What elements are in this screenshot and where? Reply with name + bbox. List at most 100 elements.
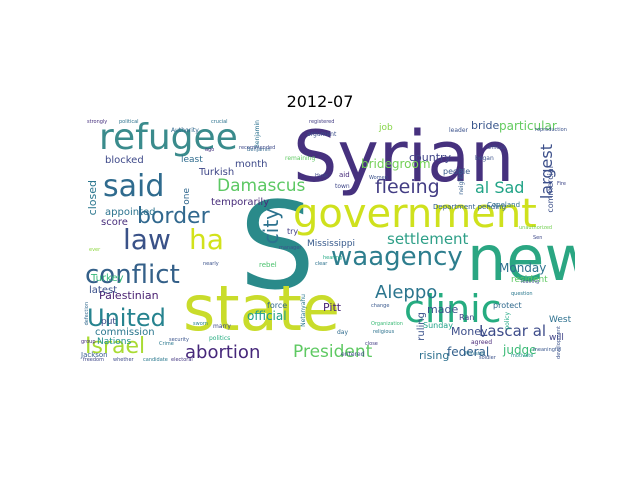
word-women: Women (369, 175, 388, 181)
word-politics: politics (209, 335, 231, 342)
word-country: country (409, 151, 452, 164)
word-leader: leader (449, 127, 469, 134)
word-one: one (182, 188, 192, 205)
word-bride: bride (471, 119, 500, 132)
word-waagency: waagency (331, 242, 463, 272)
word-freedom: freedom (83, 357, 104, 363)
word-al-sad: al Sad (475, 178, 525, 197)
word-candidate: candidate (143, 357, 168, 363)
word-appointed: appointed (105, 207, 156, 218)
word-damascus: Damascus (217, 176, 306, 196)
word-ha: ha (189, 223, 224, 256)
word-west: West (549, 315, 572, 325)
word-people: people (443, 167, 471, 176)
word-protect: protect (493, 301, 522, 310)
word-judge: judge (503, 343, 537, 357)
word-minister: Minister (465, 351, 485, 357)
word-monday: Monday (499, 261, 547, 275)
word-s: S (239, 178, 316, 317)
word-said: said (103, 169, 165, 204)
word-new: new (467, 222, 575, 295)
word-hearing: hearing (323, 255, 343, 261)
word-ever: ever (89, 247, 101, 253)
word-clear: clear (315, 261, 328, 267)
word-meaningful: meaningful (533, 347, 562, 353)
word-pitt: Pitt (323, 301, 342, 314)
word-remaining: remaining (285, 155, 316, 162)
word-authority: Authority (171, 127, 199, 134)
word-state: state (183, 272, 341, 345)
word-marry: marry (213, 323, 231, 330)
word-clinic: clinic (404, 287, 502, 331)
word-law: law (123, 223, 171, 256)
word-unauthorized: unauthorized (519, 225, 553, 231)
word-palestinian: Palestinian (99, 289, 159, 302)
word-made: made (427, 303, 459, 316)
word-month: month (235, 159, 268, 170)
word-fleeing: fleeing (375, 176, 440, 198)
word-score: score (101, 217, 128, 228)
word-netanyahu: Netanyahu (300, 294, 307, 327)
word-change: change (371, 303, 390, 309)
word-agreed: agreed (471, 339, 493, 346)
word-federal: federal (447, 345, 490, 359)
word-turkish: Turkish (199, 167, 235, 178)
word-try: try (287, 227, 299, 236)
word-aid: aid (339, 171, 350, 179)
word-close: close (365, 341, 378, 347)
word-nations: Nations (97, 337, 132, 347)
word-will: will (549, 333, 564, 343)
chart-title: 2012-07 (286, 92, 354, 111)
word-soldier: soldier (479, 355, 496, 361)
word-defection: defection (84, 302, 90, 326)
word-cloud: S Syrian state new government refugee clinic sa… (79, 116, 575, 365)
word-entered: entered (341, 351, 365, 358)
word-blocked: blocked (105, 155, 144, 166)
word-crime: Crime (159, 341, 174, 347)
word-president: President (293, 342, 373, 362)
word-policy: policy (504, 312, 511, 330)
word-closed: closed (86, 180, 99, 216)
word-israel: Israel (85, 334, 146, 359)
word-official: official (247, 309, 287, 323)
word-sworn: sworn (193, 321, 208, 327)
word-development: development (556, 326, 562, 359)
word-registered: registered (309, 119, 335, 125)
word-money: Money (451, 325, 488, 338)
word-syrian: Syrian (293, 116, 515, 198)
word-settlement: settlement (387, 230, 469, 248)
word-refugee: refugee (99, 117, 238, 158)
word-aleppo: Aleppo (375, 282, 438, 303)
word-sunday: Sunday (423, 321, 453, 330)
word-abortion: abortion (185, 342, 261, 363)
word-latest: latest (89, 285, 118, 296)
word-temporarily: temporarily (211, 197, 270, 208)
word-particular: particular (499, 119, 557, 133)
word-neighbor: neighbor (458, 168, 465, 195)
word-sen: Sen (533, 235, 543, 241)
word-copeland: Copeland (487, 201, 521, 209)
word-recommended: recommended (239, 145, 276, 151)
word-turkey: Turkey (91, 273, 124, 284)
word-security: security (169, 337, 189, 343)
word-day: day (337, 329, 349, 336)
word-group: group (81, 339, 96, 345)
word-least: least (181, 155, 203, 165)
word-ago: ago (205, 147, 215, 153)
word-strongly: strongly (87, 119, 108, 125)
word-leaving: leaving (521, 279, 540, 285)
word-political: political (119, 119, 139, 125)
word-resident: resident (511, 275, 548, 285)
word-question: question (511, 291, 533, 297)
word-government: government (293, 191, 537, 237)
word-religious: religious (373, 329, 395, 335)
word-motivate: motivate (511, 353, 534, 359)
word-ran: Ran (459, 313, 475, 322)
word-job: job (379, 123, 393, 133)
word-hyde: Hyde (315, 173, 328, 179)
word-whether: whether (113, 357, 134, 363)
word-crucial: crucial (211, 119, 228, 125)
word-rebel: rebel (259, 261, 277, 269)
word-force: force (267, 301, 288, 310)
word-reproduction: reproduction (535, 127, 567, 133)
